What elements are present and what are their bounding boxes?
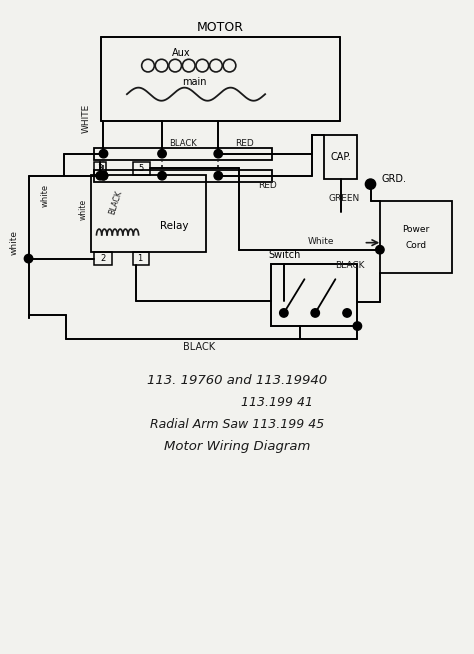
Text: GREEN: GREEN [328,194,359,203]
Text: white: white [79,198,88,220]
Circle shape [96,171,104,180]
Text: RED: RED [235,139,254,148]
Text: 3: 3 [98,164,103,173]
Circle shape [376,245,384,254]
Text: Cord: Cord [406,241,427,250]
Text: 113.199 41: 113.199 41 [241,396,313,409]
Text: main: main [182,77,207,87]
Circle shape [280,309,288,317]
Text: MOTOR: MOTOR [197,21,244,34]
Text: white: white [40,184,49,207]
Circle shape [24,254,33,263]
Text: Motor Wiring Diagram: Motor Wiring Diagram [164,440,310,453]
Circle shape [158,171,166,180]
Text: RED: RED [258,181,277,190]
Text: Relay: Relay [160,221,188,232]
Text: WHITE: WHITE [82,104,91,133]
Text: white: white [10,230,19,255]
Text: GRD.: GRD. [382,175,406,184]
Text: 1: 1 [137,254,143,263]
Text: BLACK: BLACK [183,342,216,352]
Text: Aux: Aux [172,48,190,58]
Text: BLACK: BLACK [169,139,197,148]
Circle shape [99,171,108,180]
Text: Switch: Switch [269,250,301,260]
Text: 2: 2 [100,254,105,263]
Text: 5: 5 [138,164,144,173]
Circle shape [214,150,222,158]
Circle shape [343,309,351,317]
Text: BLACK: BLACK [335,261,364,269]
Text: White: White [308,237,335,247]
Circle shape [99,171,108,180]
Text: 113. 19760 and 113.19940: 113. 19760 and 113.19940 [147,374,327,387]
Text: Power: Power [402,225,430,234]
Text: Radial Arm Saw 113.199 45: Radial Arm Saw 113.199 45 [150,418,324,431]
Circle shape [311,309,319,317]
Text: CAP.: CAP. [330,152,351,162]
Circle shape [353,322,362,330]
Circle shape [214,171,222,180]
Text: BLACK: BLACK [108,190,124,216]
Circle shape [158,150,166,158]
Circle shape [99,150,108,158]
Circle shape [365,179,376,189]
